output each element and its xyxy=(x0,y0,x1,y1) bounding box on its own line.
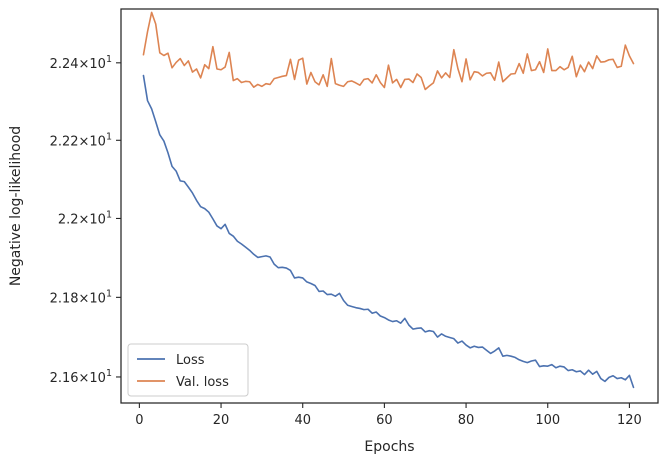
y-tick-mantissa: 2.24 xyxy=(50,57,79,72)
series-line-loss xyxy=(142,74,635,389)
legend-box xyxy=(127,343,249,397)
x-tick-label: 100 xyxy=(535,413,560,428)
plot-area xyxy=(121,9,658,403)
y-tick-mantissa: 2.2 xyxy=(58,212,79,227)
y-tick-label: 2.24×101 xyxy=(50,54,112,72)
y-tick-times: ×10 xyxy=(79,291,106,306)
y-tick-times: ×10 xyxy=(79,212,106,227)
series-line-val-loss xyxy=(142,11,635,91)
y-tick-exponent: 1 xyxy=(106,131,112,142)
y-tick-label: 2.2×101 xyxy=(58,209,112,227)
y-tick-exponent: 1 xyxy=(106,288,112,299)
legend: Loss Val. loss xyxy=(127,343,249,397)
x-tick-label: 0 xyxy=(135,413,143,428)
x-tick-label: 20 xyxy=(213,413,230,428)
x-tick-label: 120 xyxy=(617,413,642,428)
y-tick-label: 2.18×101 xyxy=(50,288,112,306)
y-tick-mantissa: 2.16 xyxy=(50,371,79,386)
x-axis-label: Epochs xyxy=(364,439,414,455)
x-tick-label: 40 xyxy=(294,413,311,428)
y-tick-mantissa: 2.22 xyxy=(50,134,79,149)
y-tick-times: ×10 xyxy=(79,57,106,72)
y-tick-mantissa: 2.18 xyxy=(50,291,79,306)
y-axis-label: Negative log-likelihood xyxy=(8,126,24,286)
series-layer xyxy=(142,11,635,389)
y-tick-exponent: 1 xyxy=(106,368,112,379)
plot-frame xyxy=(120,8,659,404)
legend-label: Loss xyxy=(176,353,205,368)
y-tick-label: 2.16×101 xyxy=(50,368,112,386)
x-tick-label: 80 xyxy=(458,413,475,428)
legend-label: Val. loss xyxy=(176,375,229,390)
y-tick-exponent: 1 xyxy=(106,209,112,220)
y-tick-label: 2.22×101 xyxy=(50,131,112,149)
y-tick-times: ×10 xyxy=(79,371,106,386)
x-axis: 0 20 40 60 80 100 120 xyxy=(135,403,642,428)
y-tick-times: ×10 xyxy=(79,134,106,149)
x-tick-label: 60 xyxy=(376,413,393,428)
y-tick-exponent: 1 xyxy=(106,54,112,65)
